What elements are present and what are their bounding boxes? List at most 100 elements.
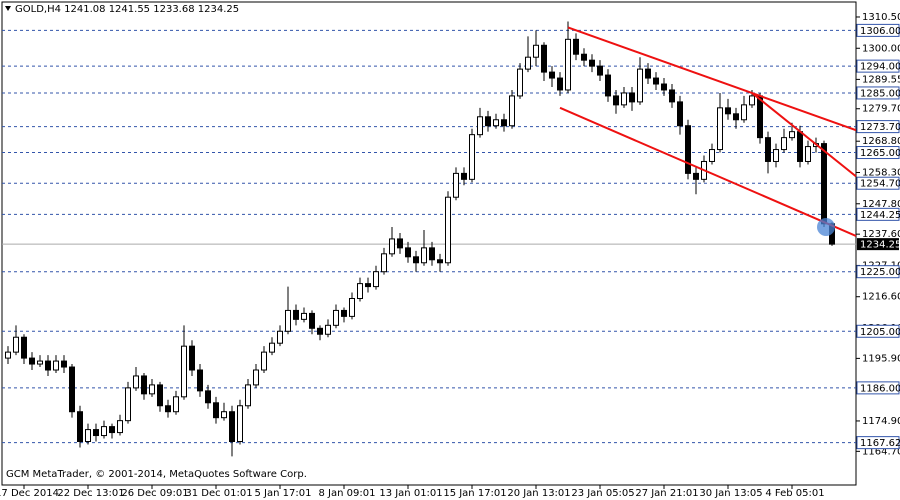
candle-body (341, 309, 347, 317)
x-tick-label: 23 Jan 05:05 (571, 488, 634, 499)
trend-line (751, 92, 856, 178)
x-tick-label: 5 Jan 17:01 (255, 488, 312, 499)
candle-body (645, 68, 651, 79)
footer: GCM MetaTrader, © 2001-2014, MetaQuotes … (6, 469, 307, 480)
candle-body (773, 149, 779, 162)
candle-body (717, 107, 723, 151)
candle-body (293, 309, 299, 320)
y-tick-label: 1195.90 (862, 353, 900, 364)
level-label: 1205.00 (860, 327, 900, 338)
level-box (856, 324, 900, 338)
candle-body (741, 104, 747, 121)
plot (2, 21, 856, 457)
x-tick-label: 13 Jan 01:01 (379, 488, 442, 499)
candle-body (621, 92, 627, 106)
candle-body (565, 38, 571, 91)
candle-body (373, 271, 379, 288)
candle-body (365, 283, 371, 288)
candle-body (533, 44, 539, 58)
candle-body (325, 324, 331, 335)
level-box (856, 436, 900, 450)
candle-body (589, 59, 595, 67)
candle-body (101, 426, 107, 437)
candle-body (53, 360, 59, 371)
candle-body (221, 411, 227, 419)
candle-body (461, 172, 467, 180)
candle-body (269, 342, 275, 353)
menu-arrow[interactable] (5, 6, 11, 11)
candle-body (205, 390, 211, 404)
level-label: 1225.00 (860, 267, 900, 278)
candle-body (189, 345, 195, 371)
y-tick-label: 1268.80 (862, 136, 900, 147)
high: 1241.55 (109, 4, 150, 15)
level-box (856, 265, 900, 279)
level-box (856, 23, 900, 37)
candle-body (13, 336, 19, 353)
level-label: 1294.00 (860, 62, 900, 73)
candle-body (429, 247, 435, 261)
level-label: 1265.00 (860, 148, 900, 159)
candle-body (69, 366, 75, 413)
candle-body (597, 65, 603, 76)
candle-body (157, 384, 163, 407)
candle-body (21, 336, 27, 359)
header: GOLD,H4 1241.08 1241.55 1233.68 1234.25 (15, 4, 239, 15)
level-box (856, 59, 900, 73)
x-tick-label: 26 Dec 09:01 (121, 488, 188, 499)
y-tick-label: 1279.70 (862, 104, 900, 115)
candle-body (541, 44, 547, 73)
candle-body (437, 259, 443, 264)
candle-body (749, 95, 755, 106)
candle-body (45, 360, 51, 371)
plot-frame (1, 1, 857, 486)
candle-body (197, 369, 203, 392)
candle-body (469, 134, 475, 180)
candle-body (501, 119, 507, 127)
candle-body (37, 360, 43, 365)
candle-body (277, 330, 283, 344)
low: 1233.68 (153, 4, 194, 15)
candle-body (549, 71, 555, 79)
candle-body (381, 253, 387, 273)
candle-body (141, 375, 147, 395)
candle-body (765, 137, 771, 162)
candle-body (733, 113, 739, 121)
candle-body (573, 38, 579, 55)
level-box (856, 207, 900, 221)
candle-body (413, 256, 419, 264)
candle-body (781, 137, 787, 151)
candle-body (445, 196, 451, 264)
candle-body (229, 411, 235, 443)
candle-body (709, 149, 715, 162)
candle-body (669, 89, 675, 103)
level-box (856, 146, 900, 160)
x-tick-label: 4 Feb 05:01 (765, 488, 824, 499)
candle-body (613, 95, 619, 106)
candle-body (357, 283, 363, 300)
candle-body (525, 56, 531, 70)
trend-line (559, 106, 856, 237)
candle-body (253, 369, 259, 386)
x-tick-label: 30 Jan 13:05 (699, 488, 762, 499)
y-tick-label: 1164.70 (862, 446, 900, 457)
candle-body (237, 405, 243, 443)
x-tick-label: 17 Dec 2014 (0, 488, 59, 499)
y-tick-label: 1300.00 (862, 43, 900, 54)
candle-body (29, 357, 35, 365)
candle-body (805, 146, 811, 162)
level-box (856, 86, 900, 100)
candle-body (261, 351, 267, 371)
y-tick-label: 1289.55 (862, 74, 900, 85)
candle-body (509, 95, 515, 127)
candle-body (149, 384, 155, 395)
candle-body (677, 101, 683, 127)
level-label: 1244.25 (860, 210, 900, 221)
x-tick-label: 15 Jan 17:01 (443, 488, 506, 499)
candle-body (629, 92, 635, 103)
candle-body (405, 247, 411, 258)
level-box (856, 176, 900, 190)
x-tick-label: 31 Dec 01:01 (185, 488, 252, 499)
candle-body (61, 360, 67, 368)
